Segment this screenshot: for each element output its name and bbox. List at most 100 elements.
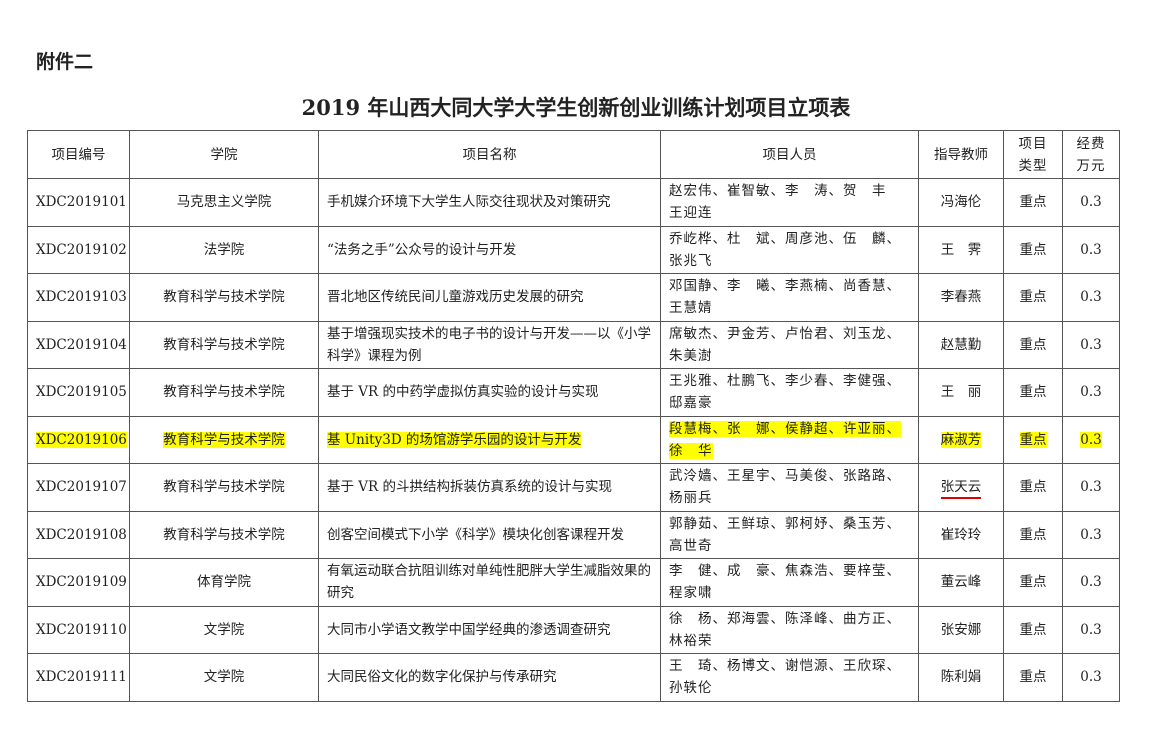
header-funding: 经费 万元	[1062, 130, 1120, 179]
advisor-cell: 麻淑芳	[918, 415, 1004, 464]
page-title: 2019 年山西大同大学大学生创新创业训练计划项目立项表	[301, 95, 851, 120]
project-id: XDC2019107	[36, 479, 127, 496]
funding-cell: 0.3	[1062, 510, 1120, 559]
advisor: 王 丽	[940, 384, 982, 401]
funding-cell: 0.3	[1062, 653, 1120, 702]
project-type-cell: 重点	[1003, 463, 1063, 512]
project-type-cell: 重点	[1003, 368, 1063, 417]
project-id-cell: XDC2019101	[27, 178, 130, 227]
college-cell: 教育科学与技术学院	[129, 368, 319, 417]
college: 教育科学与技术学院	[163, 384, 285, 401]
funding: 0.3	[1080, 526, 1102, 543]
project-id-cell: XDC2019106	[27, 415, 130, 464]
project-id: XDC2019106	[36, 431, 127, 448]
college: 教育科学与技术学院	[163, 526, 285, 543]
project-id: XDC2019110	[36, 621, 127, 638]
project-members: 段慧梅、张 娜、侯静超、许亚丽、 徐 华	[669, 420, 901, 459]
advisor-cell: 陈利娟	[918, 653, 1004, 702]
advisor-cell: 王 霁	[918, 225, 1004, 274]
advisor-cell: 崔玲玲	[918, 510, 1004, 559]
college: 马克思主义学院	[176, 194, 272, 211]
project-name: 创客空间模式下小学《科学》模块化创客课程开发	[327, 526, 624, 543]
advisor-cell: 董云峰	[918, 558, 1004, 607]
project-type-cell: 重点	[1003, 320, 1063, 369]
project-name: 基于增强现实技术的电子书的设计与开发——以《小学科学》课程为例	[327, 325, 651, 364]
project-name-cell: 晋北地区传统民间儿童游戏历史发展的研究	[318, 273, 661, 322]
project-type: 重点	[1019, 336, 1047, 353]
funding: 0.3	[1080, 194, 1102, 211]
project-id: XDC2019111	[36, 669, 127, 686]
college: 体育学院	[197, 574, 251, 591]
project-type-cell: 重点	[1003, 415, 1063, 464]
project-id: XDC2019104	[36, 336, 127, 353]
college: 文学院	[203, 669, 245, 686]
funding: 0.3	[1080, 479, 1102, 496]
advisor: 王 霁	[940, 241, 982, 258]
college-cell: 文学院	[129, 653, 319, 702]
advisor: 陈利娟	[940, 669, 982, 686]
project-type-cell: 重点	[1003, 178, 1063, 227]
advisor: 赵慧勤	[940, 336, 982, 353]
advisor-cell: 冯海伦	[918, 178, 1004, 227]
table-row: XDC2019111 文学院 大同民俗文化的数字化保护与传承研究 王 琦、杨博文、谢恺…	[27, 653, 1120, 702]
project-type: 重点	[1019, 669, 1047, 686]
project-members: 武泠嫱、王星宇、马美俊、张路路、 杨丽兵	[669, 468, 901, 507]
college-cell: 马克思主义学院	[129, 178, 319, 227]
funding-cell: 0.3	[1062, 463, 1120, 512]
header-members: 项目人员	[660, 130, 919, 179]
project-members: 徐 杨、郑海雲、陈泽峰、曲方正、 林裕荣	[669, 610, 901, 649]
project-id: XDC2019108	[36, 526, 127, 543]
college-cell: 教育科学与技术学院	[129, 463, 319, 512]
college: 教育科学与技术学院	[163, 289, 285, 306]
project-id-cell: XDC2019108	[27, 510, 130, 559]
project-id: XDC2019103	[36, 289, 127, 306]
funding-cell: 0.3	[1062, 368, 1120, 417]
college: 教育科学与技术学院	[163, 336, 285, 353]
project-members: 乔屹桦、杜 斌、周彦池、伍 麟、 张兆飞	[669, 230, 901, 269]
project-id-cell: XDC2019104	[27, 320, 130, 369]
funding-cell: 0.3	[1062, 415, 1120, 464]
project-id: XDC2019105	[36, 384, 127, 401]
advisor-cell: 王 丽	[918, 368, 1004, 417]
project-type: 重点	[1019, 526, 1047, 543]
project-id: XDC2019101	[36, 194, 127, 211]
funding: 0.3	[1080, 241, 1102, 258]
project-name: 基于 VR 的中药学虚拟仿真实验的设计与实现	[327, 384, 599, 401]
project-type-cell: 重点	[1003, 653, 1063, 702]
project-type-cell: 重点	[1003, 605, 1063, 654]
funding-cell: 0.3	[1062, 605, 1120, 654]
project-id-cell: XDC2019110	[27, 605, 130, 654]
project-type-cell: 重点	[1003, 225, 1063, 274]
project-name-cell: “法务之手”公众号的设计与开发	[318, 225, 661, 274]
funding: 0.3	[1080, 384, 1102, 401]
project-type: 重点	[1019, 621, 1047, 638]
project-members-cell: 段慧梅、张 娜、侯静超、许亚丽、 徐 华	[660, 415, 919, 464]
project-type: 重点	[1019, 289, 1047, 306]
project-type-cell: 重点	[1003, 510, 1063, 559]
project-id-cell: XDC2019102	[27, 225, 130, 274]
college-cell: 法学院	[129, 225, 319, 274]
project-members: 席敏杰、尹金芳、卢怡君、刘玉龙、 朱美澍	[669, 325, 901, 364]
table-row: XDC2019109 体育学院 有氧运动联合抗阻训练对单纯性肥胖大学生减脂效果的研究…	[27, 558, 1120, 607]
table-row: XDC2019106 教育科学与技术学院 基 Unity3D 的场馆游学乐园的设计与…	[27, 415, 1120, 464]
project-members-cell: 王 琦、杨博文、谢恺源、王欣琛、 孙轶伦	[660, 653, 919, 702]
funding-cell: 0.3	[1062, 178, 1120, 227]
advisor: 麻淑芳	[940, 431, 982, 448]
advisor: 张安娜	[940, 621, 982, 638]
project-table: 项目编号 学院 项目名称 项目人员 指导教师 项目 类型 经费 万元 XDC20…	[27, 130, 1120, 702]
college: 教育科学与技术学院	[163, 431, 285, 448]
funding: 0.3	[1080, 621, 1102, 638]
header-id: 项目编号	[27, 130, 130, 179]
project-name-cell: 基 Unity3D 的场馆游学乐园的设计与开发	[318, 415, 661, 464]
project-members-cell: 乔屹桦、杜 斌、周彦池、伍 麟、 张兆飞	[660, 225, 919, 274]
table-header-row: 项目编号 学院 项目名称 项目人员 指导教师 项目 类型 经费 万元	[27, 130, 1120, 179]
funding: 0.3	[1080, 431, 1102, 448]
project-name: 手机媒介环境下大学生人际交往现状及对策研究	[327, 194, 611, 211]
project-name: 晋北地区传统民间儿童游戏历史发展的研究	[327, 289, 584, 306]
project-members-cell: 武泠嫱、王星宇、马美俊、张路路、 杨丽兵	[660, 463, 919, 512]
project-id-cell: XDC2019105	[27, 368, 130, 417]
project-type: 重点	[1019, 194, 1047, 211]
project-id-cell: XDC2019103	[27, 273, 130, 322]
project-name-cell: 大同民俗文化的数字化保护与传承研究	[318, 653, 661, 702]
project-name-cell: 基于 VR 的中药学虚拟仿真实验的设计与实现	[318, 368, 661, 417]
